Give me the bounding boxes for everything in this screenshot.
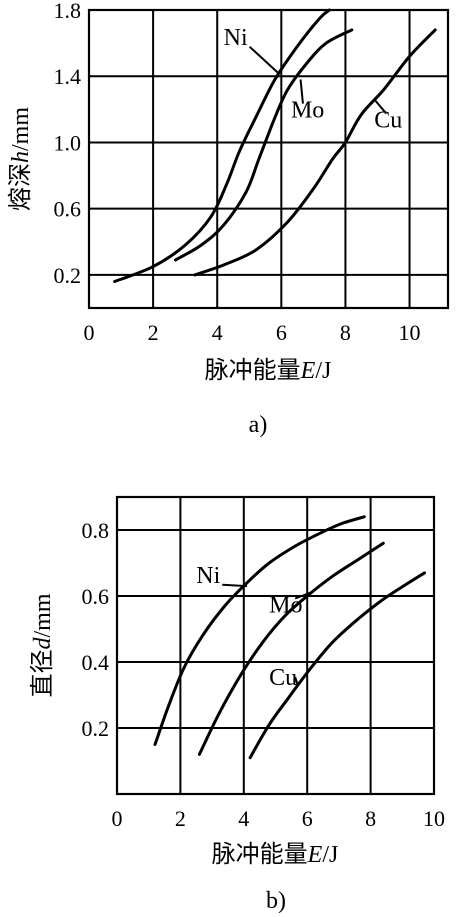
series-label-mo: Mo xyxy=(291,98,324,124)
tick-labels-b: 0 2 4 6 8 10 0.2 0.4 0.6 0.8 xyxy=(82,518,446,831)
series-label-mo: Mo xyxy=(269,593,302,619)
series-label-cu: Cu xyxy=(374,108,402,134)
y-tick-label: 0.4 xyxy=(82,650,110,675)
curves-b: Ni Mo Cu xyxy=(153,515,426,760)
x-tick-label: 6 xyxy=(302,806,313,831)
y-tick-label: 1.0 xyxy=(54,130,82,155)
x-tick-label: 4 xyxy=(212,320,223,345)
y-tick-label: 0.8 xyxy=(82,518,110,543)
x-tick-label: 4 xyxy=(238,806,249,831)
plot-frame-a xyxy=(87,8,450,310)
series-line-mo xyxy=(197,541,385,756)
series-label-cu: Cu xyxy=(269,665,297,691)
x-tick-label: 6 xyxy=(276,320,287,345)
x-tick-label: 10 xyxy=(423,806,445,831)
panel-caption-a: a) xyxy=(249,412,268,438)
series-leader-ni xyxy=(222,583,248,588)
series-label-ni: Ni xyxy=(224,25,248,51)
y-tick-label: 1.8 xyxy=(54,0,82,23)
y-axis-label-b: 直径d/mm xyxy=(29,593,56,697)
x-tick-label: 0 xyxy=(84,320,95,345)
x-tick-label: 2 xyxy=(175,806,186,831)
series-leader-cu xyxy=(294,676,299,686)
panel-caption-b: b) xyxy=(266,888,286,914)
y-tick-label: 0.6 xyxy=(54,197,82,222)
x-tick-label: 10 xyxy=(399,320,421,345)
series-leader-mo xyxy=(299,79,304,104)
series-line-cu xyxy=(193,28,437,277)
x-tick-label: 8 xyxy=(340,320,351,345)
series-leader-cu xyxy=(373,98,388,115)
gridlines-a xyxy=(89,10,448,308)
x-tick-label: 0 xyxy=(112,806,123,831)
y-tick-label: 0.6 xyxy=(82,584,110,609)
x-tick-label: 8 xyxy=(365,806,376,831)
gridlines-b xyxy=(117,497,434,794)
tick-labels-a: 0 2 4 6 8 10 0.2 0.6 1.0 1.4 1.8 xyxy=(54,0,421,345)
y-tick-label: 0.2 xyxy=(54,263,82,288)
x-tick-label: 2 xyxy=(148,320,159,345)
curves-a: Ni Mo Cu xyxy=(113,8,437,283)
x-axis-label-b: 脉冲能量E/J xyxy=(212,841,339,868)
series-line-ni xyxy=(113,8,331,283)
series-line-ni xyxy=(153,515,366,746)
chart-panel-a: 0 2 4 6 8 10 0.2 0.6 1.0 1.4 1.8 Ni Mo Cu 熔深h/mm 脉冲能… xyxy=(7,0,450,438)
y-tick-label: 1.4 xyxy=(54,64,82,89)
x-axis-label-a: 脉冲能量E/J xyxy=(205,357,332,384)
chart-panel-b: 0 2 4 6 8 10 0.2 0.4 0.6 0.8 Ni Mo Cu 直径d/mm 脉冲能量E/… xyxy=(29,495,446,914)
y-tick-label: 0.2 xyxy=(82,716,110,741)
series-leader-mo xyxy=(294,591,311,600)
series-label-ni: Ni xyxy=(196,563,220,589)
series-line-cu xyxy=(248,571,426,760)
y-axis-label-a: 熔深h/mm xyxy=(7,107,34,211)
series-line-mo xyxy=(174,28,354,262)
plot-frame-b xyxy=(115,495,436,796)
series-leader-ni xyxy=(248,46,279,74)
